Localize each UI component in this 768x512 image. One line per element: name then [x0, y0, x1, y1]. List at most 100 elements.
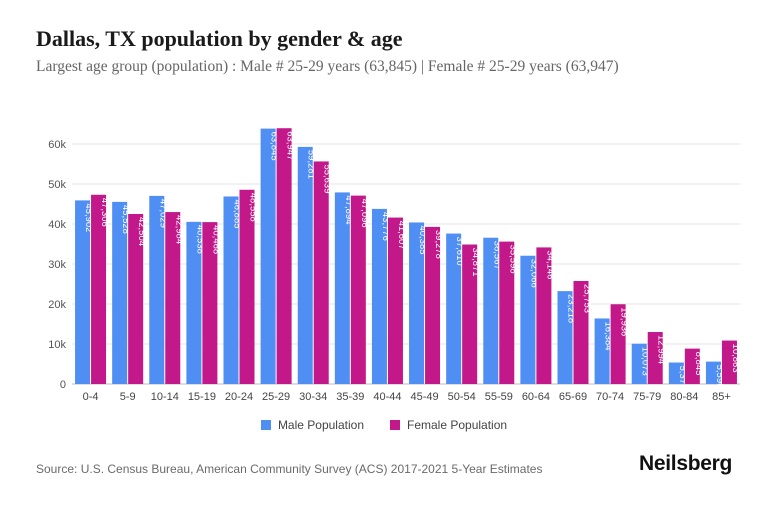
y-tick-label: 30k — [48, 259, 66, 271]
bar-female — [536, 247, 552, 384]
data-label-male: 32,066 — [528, 259, 539, 288]
bar-male — [297, 146, 313, 384]
bar-male — [668, 362, 684, 384]
bar-male — [112, 201, 128, 384]
data-label-female: 55,639 — [322, 164, 333, 193]
x-tick-label: 5-9 — [120, 391, 136, 403]
data-label-female: 63,947 — [285, 131, 296, 160]
data-label-male: 47,029 — [157, 199, 168, 228]
data-label-female: 39,278 — [433, 230, 444, 259]
data-label-male: 16,384 — [603, 321, 614, 350]
data-label-female: 34,871 — [470, 248, 481, 277]
bar-male — [371, 208, 387, 384]
data-label-male: 45,902 — [83, 203, 94, 232]
bar-male — [705, 361, 721, 384]
y-tick-label: 20k — [48, 299, 66, 311]
bar-male — [409, 222, 425, 384]
bar-female — [128, 213, 144, 384]
bar-male — [186, 221, 202, 384]
x-tick-label: 45-49 — [410, 391, 438, 403]
chart-legend: Male Population Female Population — [0, 418, 768, 432]
x-tick-label: 85+ — [712, 391, 731, 403]
bar-female — [610, 304, 626, 384]
bar-male — [446, 233, 462, 384]
bar-female — [387, 217, 403, 384]
bar-female — [165, 212, 181, 384]
bar-male — [594, 318, 610, 384]
x-tick-label: 70-74 — [596, 391, 624, 403]
bar-female — [276, 128, 292, 384]
data-label-female: 47,306 — [99, 198, 110, 227]
bar-female — [499, 241, 515, 384]
y-tick-label: 40k — [48, 219, 66, 231]
data-label-male: 23,218 — [566, 294, 577, 323]
bar-female — [462, 244, 478, 384]
bar-male — [334, 192, 350, 384]
data-label-female: 47,096 — [359, 199, 370, 228]
legend-swatch-male — [260, 420, 271, 430]
data-label-male: 63,845 — [269, 132, 280, 161]
data-label-female: 35,598 — [507, 245, 518, 274]
bar-male — [483, 237, 499, 384]
bar-female — [425, 226, 441, 384]
x-tick-label: 50-54 — [448, 391, 476, 403]
legend-label-male: Male Population — [277, 418, 364, 432]
bar-female — [202, 222, 218, 384]
x-tick-label: 60-64 — [522, 391, 550, 403]
legend-item-male: Male Population — [260, 418, 364, 432]
bar-female — [313, 161, 329, 384]
data-label-male: 40,385 — [417, 225, 428, 254]
x-tick-label: 35-39 — [336, 391, 364, 403]
y-tick-label: 10k — [48, 339, 66, 351]
data-label-male: 10,073 — [640, 347, 651, 376]
x-tick-label: 75-79 — [633, 391, 661, 403]
data-label-female: 10,863 — [730, 344, 741, 373]
bar-female — [647, 332, 663, 384]
data-label-male: 46,885 — [232, 199, 243, 228]
data-label-male: 37,610 — [454, 237, 465, 266]
data-label-female: 19,936 — [619, 307, 630, 336]
brand-logo: Neilsberg — [639, 452, 732, 475]
data-label-male: 43,776 — [380, 212, 391, 241]
data-label-female: 42,984 — [173, 215, 184, 244]
data-label-female: 12,994 — [656, 335, 667, 364]
data-label-male: 59,281 — [306, 150, 317, 179]
x-tick-label: 80-84 — [670, 391, 698, 403]
x-tick-label: 15-19 — [188, 391, 216, 403]
data-label-female: 48,558 — [248, 193, 259, 222]
y-tick-label: 50k — [48, 179, 66, 191]
x-tick-label: 30-34 — [299, 391, 327, 403]
data-label-female: 40,468 — [210, 225, 221, 254]
bar-female — [91, 194, 107, 384]
data-label-male: 45,528 — [120, 205, 131, 234]
data-label-male: 40,538 — [194, 225, 205, 254]
y-tick-label: 60k — [48, 139, 66, 151]
bar-female — [684, 348, 700, 384]
data-label-female: 25,753 — [582, 284, 593, 313]
data-label-male: 5,370 — [677, 366, 688, 390]
x-tick-label: 10-14 — [151, 391, 179, 403]
bar-female — [350, 195, 366, 384]
bar-male — [223, 196, 239, 384]
data-label-male: 36,567 — [491, 241, 502, 270]
source-note: Source: U.S. Census Bureau, American Com… — [36, 462, 543, 476]
data-label-female: 34,146 — [544, 250, 555, 279]
legend-swatch-female — [390, 420, 400, 430]
x-tick-label: 0-4 — [83, 391, 99, 403]
data-label-female: 41,607 — [396, 221, 407, 250]
x-tick-label: 20-24 — [225, 391, 253, 403]
y-tick-label: 0 — [60, 379, 66, 391]
x-tick-label: 40-44 — [373, 391, 401, 403]
bar-female — [239, 189, 255, 384]
data-label-male: 47,894 — [343, 195, 354, 224]
x-tick-label: 65-69 — [559, 391, 587, 403]
bar-male — [260, 128, 276, 384]
bar-male — [631, 343, 647, 384]
chart-title: Dallas, TX population by gender & age — [36, 26, 403, 51]
legend-label-female: Female Population — [407, 418, 508, 432]
data-label-female: 8,845 — [693, 352, 704, 376]
bar-female — [573, 280, 589, 384]
x-tick-label: 25-29 — [262, 391, 290, 403]
data-label-female: 42,504 — [136, 217, 147, 246]
